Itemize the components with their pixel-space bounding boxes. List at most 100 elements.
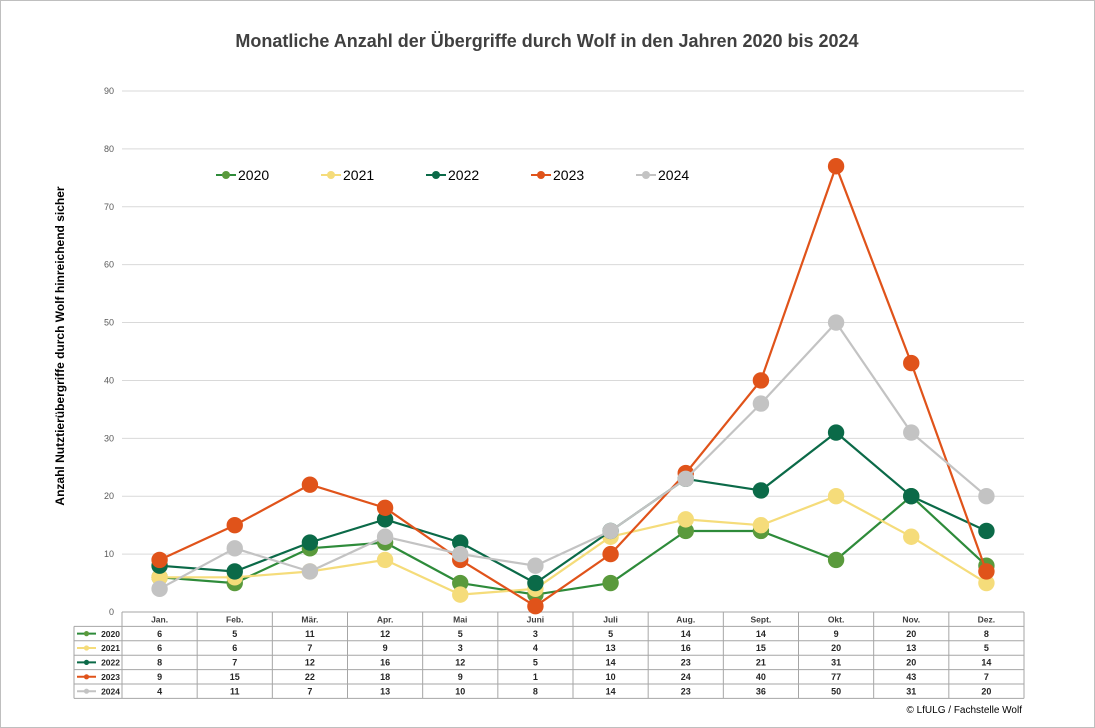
table-cell-value: 9 (834, 629, 839, 639)
table-cell-value: 8 (533, 686, 538, 696)
data-point-2023 (376, 499, 394, 516)
table-cell-value: 5 (458, 629, 463, 639)
data-point-2023 (903, 354, 920, 372)
y-tick-label: 20 (104, 491, 114, 501)
data-point-2024 (527, 557, 544, 574)
legend-key-marker (642, 171, 650, 179)
data-point-2024 (903, 424, 920, 441)
legend: 2020 2021 2022 2023 2024 (216, 167, 689, 183)
table-cell-value: 18 (380, 672, 390, 682)
data-point-2024 (602, 522, 619, 540)
data-point-2022 (752, 482, 770, 499)
table-cell-value: 40 (756, 672, 766, 682)
series-line-2021 (159, 495, 987, 596)
data-point-2021 (376, 551, 394, 569)
table-cell-value: 12 (380, 629, 390, 639)
table-legend-key-marker (83, 674, 90, 680)
table-cell-value: 1 (533, 672, 538, 682)
table-cell-value: 13 (906, 643, 916, 653)
table-legend-key-marker (83, 631, 90, 637)
table-cell-value: 16 (681, 643, 691, 653)
data-point-2021 (677, 511, 694, 528)
table-cell-value: 10 (455, 686, 465, 696)
table-cell-value: 24 (681, 672, 691, 682)
data-point-2023 (151, 551, 168, 569)
x-tick-label: Juni (527, 615, 544, 625)
series-line-2024 (159, 321, 988, 590)
data-point-2023 (827, 158, 845, 175)
table-cell-value: 14 (756, 629, 766, 639)
legend-key-marker (537, 171, 545, 179)
data-point-2023 (301, 476, 319, 493)
table-cell-value: 4 (533, 643, 538, 653)
data-point-2023 (602, 545, 619, 563)
legend-item-2021: 2021 (321, 167, 374, 183)
chart-title: Monatliche Anzahl der Übergriffe durch W… (235, 31, 858, 51)
data-point-2021 (752, 516, 770, 534)
table-cell-value: 5 (984, 643, 989, 653)
table-cell-value: 6 (157, 643, 162, 653)
data-point-2022 (376, 511, 394, 528)
legend-key-marker (327, 171, 335, 179)
series-2020 (151, 488, 995, 603)
table-cell-value: 4 (157, 686, 162, 696)
y-axis-label: Anzahl Nutztierübergriffe durch Wolf hin… (53, 186, 67, 505)
table-cell-value: 20 (981, 686, 991, 696)
y-tick-label: 0 (109, 607, 114, 617)
table-legend-key-marker (83, 688, 90, 694)
data-point-2024 (301, 563, 319, 580)
table-cell-value: 7 (307, 686, 312, 696)
data-point-2024 (151, 580, 168, 598)
table-row-label: 2023 (101, 672, 120, 682)
data-point-2023 (527, 598, 544, 615)
data-point-2022 (978, 522, 995, 540)
table-cell-value: 10 (606, 672, 616, 682)
y-tick-label: 50 (104, 318, 114, 328)
table-cell-value: 22 (305, 672, 315, 682)
table-cell-value: 31 (906, 686, 916, 696)
table-row-label: 2020 (101, 629, 120, 639)
x-tick-label: Aug. (676, 615, 695, 625)
table-row-label: 2024 (101, 686, 120, 696)
legend-item-2022: 2022 (426, 167, 479, 183)
data-point-2024 (226, 540, 243, 557)
data-point-2022 (226, 563, 243, 580)
legend-item-2024: 2024 (636, 167, 689, 183)
table-cell-value: 15 (756, 643, 766, 653)
data-point-2024 (452, 545, 469, 563)
series-2024 (151, 314, 995, 598)
table-cell-value: 23 (681, 658, 691, 668)
series-line-2020 (159, 495, 988, 596)
data-point-2020 (677, 522, 694, 540)
table-cell-value: 5 (608, 629, 613, 639)
legend-item-2023: 2023 (531, 167, 584, 183)
data-point-2021 (452, 586, 469, 603)
legend-label: 2022 (448, 167, 479, 183)
table-row-label: 2021 (101, 643, 120, 653)
data-point-2024 (827, 314, 845, 331)
x-tick-label: Okt. (828, 615, 845, 625)
table-cell-value: 12 (305, 658, 315, 668)
data-point-2023 (978, 563, 995, 580)
series-line-2023 (159, 165, 988, 608)
x-tick-label: Feb. (226, 615, 243, 625)
legend-label: 2023 (553, 167, 584, 183)
data-point-2024 (376, 528, 394, 545)
table-cell-value: 6 (232, 643, 237, 653)
x-tick-label: Sept. (751, 615, 772, 625)
gridlines: 0 10 20 30 40 50 60 70 80 90 (104, 86, 1024, 617)
data-point-2022 (301, 534, 319, 551)
series-2022 (151, 424, 995, 592)
legend-key-marker (222, 171, 230, 179)
data-point-2022 (452, 534, 469, 551)
table-cell-value: 20 (906, 658, 916, 668)
table-cell-value: 23 (681, 686, 691, 696)
x-tick-label: Apr. (377, 615, 394, 625)
table-legend-key-marker (83, 659, 90, 666)
series-lines (151, 158, 995, 615)
legend-label: 2024 (658, 167, 689, 183)
y-tick-label: 90 (104, 86, 114, 96)
data-point-2020 (452, 574, 469, 592)
table-cell-value: 14 (681, 629, 691, 639)
